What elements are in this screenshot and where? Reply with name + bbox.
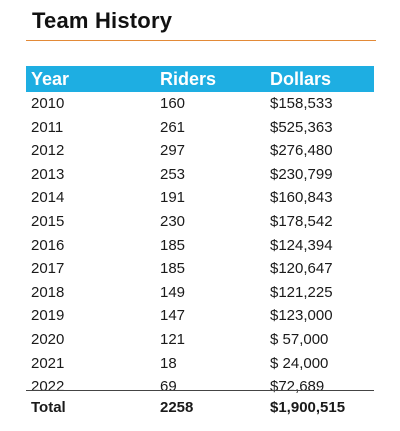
cell-riders: 191 <box>160 189 186 207</box>
total-riders: 2258 <box>160 399 194 416</box>
cell-dollars: $178,542 <box>270 212 333 230</box>
cell-riders: 121 <box>160 330 186 348</box>
cell-dollars: $ 57,000 <box>270 330 329 348</box>
title-underline <box>26 40 376 41</box>
cell-dollars: $ 24,000 <box>270 354 329 372</box>
table-row: 2016 185 $124,394 <box>26 234 374 258</box>
cell-year: 2013 <box>31 165 65 183</box>
cell-dollars: $123,000 <box>270 307 333 325</box>
cell-riders: 18 <box>160 354 177 372</box>
table-row: 2010 160 $158,533 <box>26 92 374 116</box>
total-label: Total <box>31 399 66 416</box>
cell-dollars: $120,647 <box>270 260 333 278</box>
cell-riders: 147 <box>160 307 186 325</box>
cell-year: 2015 <box>31 212 65 230</box>
total-row: Total 2258 $1,900,515 <box>26 396 374 420</box>
cell-riders: 230 <box>160 212 186 230</box>
header-riders: Riders <box>160 69 217 89</box>
cell-dollars: $121,225 <box>270 283 333 301</box>
table-row: 2018 149 $121,225 <box>26 281 374 305</box>
cell-year: 2012 <box>31 142 65 160</box>
table-row: 2011 261 $525,363 <box>26 116 374 140</box>
header-dollars: Dollars <box>270 69 332 89</box>
page-title: Team History <box>32 8 173 33</box>
cell-riders: 297 <box>160 142 186 160</box>
total-dollars: $1,900,515 <box>270 399 346 416</box>
cell-year: 2020 <box>31 330 65 348</box>
cell-riders: 160 <box>160 95 186 112</box>
table-row: 2014 191 $160,843 <box>26 186 374 210</box>
cell-dollars: $276,480 <box>270 142 333 160</box>
header-year: Year <box>31 69 70 89</box>
cell-year: 2019 <box>31 307 65 325</box>
cell-dollars: $124,394 <box>270 236 333 254</box>
table-row: 2012 297 $276,480 <box>26 139 374 163</box>
cell-dollars: $525,363 <box>270 118 333 136</box>
cell-riders: 261 <box>160 118 186 136</box>
cell-year: 2016 <box>31 236 65 254</box>
cell-year: 2017 <box>31 260 65 278</box>
table-row: 2017 185 $120,647 <box>26 257 374 281</box>
cell-year: 2010 <box>31 95 65 112</box>
cell-dollars: $160,843 <box>270 189 333 207</box>
table-row: 2015 230 $178,542 <box>26 210 374 234</box>
table-header: Year Riders Dollars <box>26 66 374 92</box>
table-row: 2013 253 $230,799 <box>26 163 374 187</box>
table-row: 2019 147 $123,000 <box>26 304 374 328</box>
cell-year: 2014 <box>31 189 65 207</box>
cell-dollars: $230,799 <box>270 165 333 183</box>
cell-riders: 253 <box>160 165 186 183</box>
cell-year: 2018 <box>31 283 65 301</box>
cell-dollars: $158,533 <box>270 95 333 112</box>
cell-year: 2021 <box>31 354 65 372</box>
total-divider <box>26 390 374 391</box>
table-row: 2020 121 $ 57,000 <box>26 328 374 352</box>
history-table: Year Riders Dollars 2010 160 $158,533 2011 2… <box>26 66 374 399</box>
cell-riders: 185 <box>160 236 186 254</box>
cell-riders: 149 <box>160 283 186 301</box>
cell-year: 2011 <box>31 118 64 136</box>
table-body: 2010 160 $158,533 2011 261 $525,363 2012 297 $27… <box>26 92 374 399</box>
cell-riders: 185 <box>160 260 186 278</box>
table-row: 2021 18 $ 24,000 <box>26 352 374 376</box>
